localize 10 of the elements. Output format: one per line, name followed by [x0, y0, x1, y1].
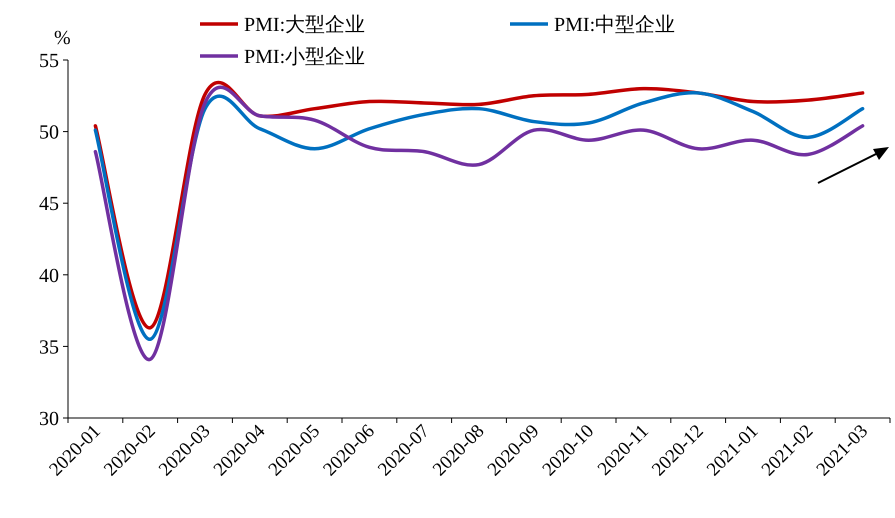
legend-label: PMI:中型企业 — [554, 14, 676, 36]
y-tick-label: 55 — [39, 50, 59, 72]
y-tick-label: 45 — [39, 193, 59, 216]
y-tick-label: 35 — [39, 336, 59, 358]
legend-label: PMI:大型企业 — [244, 14, 366, 36]
y-tick-label: 50 — [39, 122, 59, 144]
y-tick-label: 30 — [39, 408, 59, 430]
y-axis-title: % — [54, 27, 71, 49]
legend-label: PMI:小型企业 — [244, 46, 366, 68]
y-tick-label: 40 — [39, 264, 59, 287]
